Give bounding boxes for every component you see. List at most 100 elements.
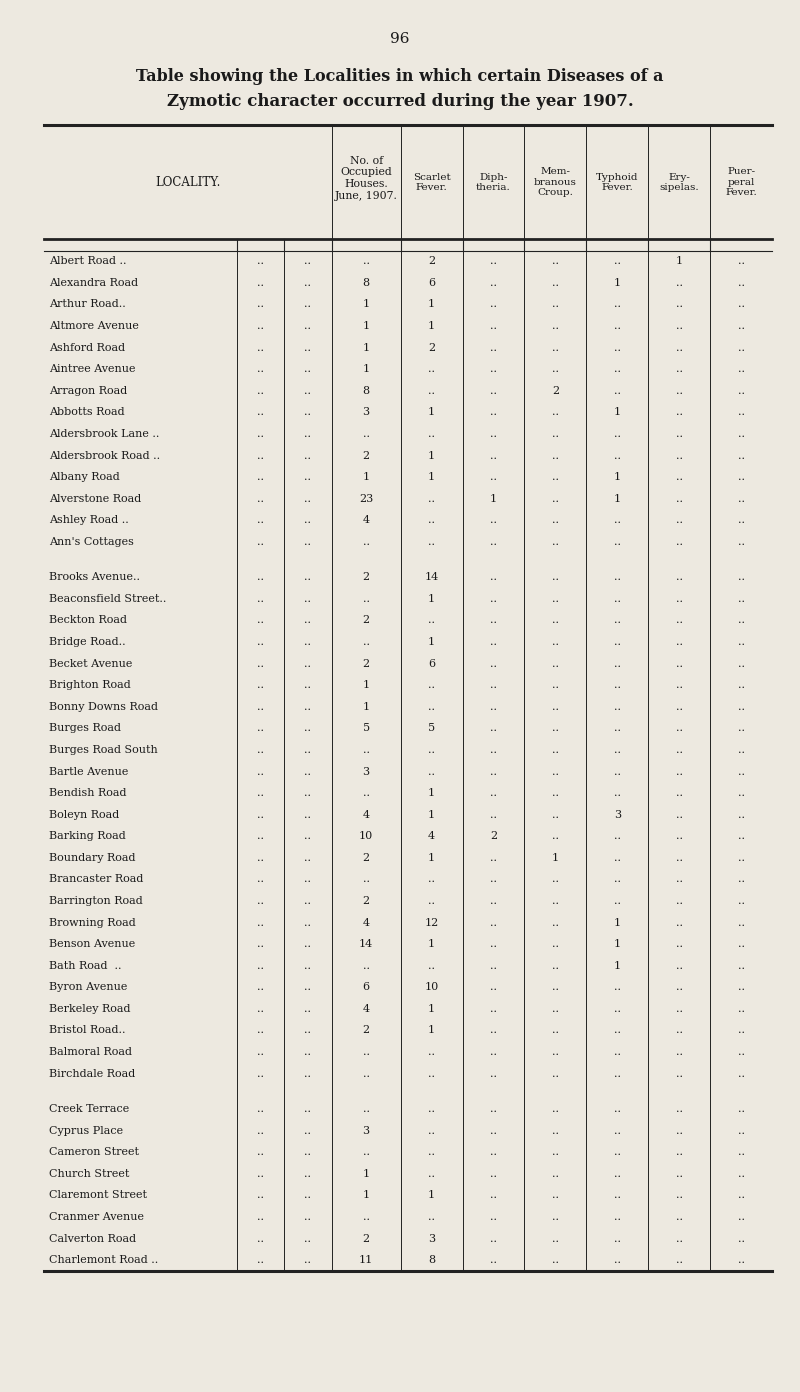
Text: ..: .. — [428, 1169, 435, 1179]
Text: ..: .. — [552, 1026, 559, 1036]
Text: ..: .. — [490, 788, 497, 798]
Text: ..: .. — [257, 810, 264, 820]
Text: ..: .. — [676, 322, 682, 331]
Text: ..: .. — [490, 1004, 497, 1013]
Text: ..: .. — [552, 494, 559, 504]
Text: ..: .. — [490, 767, 497, 777]
Text: ..: .. — [614, 1256, 621, 1265]
Text: ..: .. — [490, 572, 497, 582]
Text: ..: .. — [676, 896, 682, 906]
Text: ..: .. — [257, 638, 264, 647]
Text: ..: .. — [676, 983, 682, 992]
Text: ..: .. — [305, 537, 311, 547]
Text: ..: .. — [614, 745, 621, 754]
Text: ..: .. — [305, 1026, 311, 1036]
Text: ..: .. — [305, 299, 311, 309]
Text: ..: .. — [552, 960, 559, 970]
Text: 2: 2 — [362, 853, 370, 863]
Text: ..: .. — [738, 451, 745, 461]
Text: ..: .. — [552, 702, 559, 711]
Text: ..: .. — [614, 429, 621, 438]
Text: 4: 4 — [362, 1004, 370, 1013]
Text: ..: .. — [362, 1047, 370, 1057]
Text: ..: .. — [428, 494, 435, 504]
Text: ..: .. — [552, 1004, 559, 1013]
Text: ..: .. — [552, 831, 559, 841]
Text: ..: .. — [738, 572, 745, 582]
Text: ..: .. — [490, 322, 497, 331]
Text: ..: .. — [305, 788, 311, 798]
Text: ..: .. — [676, 917, 682, 927]
Text: 1: 1 — [428, 638, 435, 647]
Text: ..: .. — [614, 658, 621, 668]
Text: ..: .. — [676, 386, 682, 395]
Text: ..: .. — [738, 745, 745, 754]
Text: ..: .. — [305, 322, 311, 331]
Text: ..: .. — [490, 1190, 497, 1200]
Text: ..: .. — [490, 278, 497, 288]
Text: ..: .. — [676, 429, 682, 438]
Text: ..: .. — [305, 853, 311, 863]
Text: ..: .. — [676, 1256, 682, 1265]
Text: ..: .. — [614, 451, 621, 461]
Text: ..: .. — [552, 365, 559, 374]
Text: ..: .. — [305, 1233, 311, 1243]
Text: Ann's Cottages: Ann's Cottages — [49, 537, 134, 547]
Text: ..: .. — [305, 960, 311, 970]
Text: 1: 1 — [428, 472, 435, 482]
Text: Bendish Road: Bendish Road — [49, 788, 126, 798]
Text: 1: 1 — [428, 408, 435, 418]
Text: ..: .. — [305, 1047, 311, 1057]
Text: ..: .. — [428, 1104, 435, 1114]
Text: ..: .. — [614, 1147, 621, 1157]
Text: ..: .. — [305, 724, 311, 734]
Text: Birchdale Road: Birchdale Road — [49, 1069, 135, 1079]
Text: ..: .. — [676, 1047, 682, 1057]
Text: ..: .. — [738, 1212, 745, 1222]
Text: ..: .. — [257, 983, 264, 992]
Text: ..: .. — [490, 983, 497, 992]
Text: ..: .. — [305, 874, 311, 884]
Text: ..: .. — [676, 831, 682, 841]
Text: Creek Terrace: Creek Terrace — [49, 1104, 129, 1114]
Text: ..: .. — [552, 299, 559, 309]
Text: ..: .. — [738, 767, 745, 777]
Text: ..: .. — [552, 429, 559, 438]
Text: 8: 8 — [362, 278, 370, 288]
Text: ..: .. — [738, 615, 745, 625]
Text: ..: .. — [614, 874, 621, 884]
Text: ..: .. — [676, 408, 682, 418]
Text: ..: .. — [738, 515, 745, 525]
Text: Claremont Street: Claremont Street — [49, 1190, 147, 1200]
Text: ..: .. — [362, 594, 370, 604]
Text: 8: 8 — [362, 386, 370, 395]
Text: 6: 6 — [428, 278, 435, 288]
Text: ..: .. — [676, 494, 682, 504]
Text: 2: 2 — [362, 1026, 370, 1036]
Text: ..: .. — [362, 638, 370, 647]
Text: Mem-
branous
Croup.: Mem- branous Croup. — [534, 167, 577, 198]
Text: ..: .. — [676, 1212, 682, 1222]
Text: Diph-
theria.: Diph- theria. — [476, 173, 511, 192]
Text: 2: 2 — [428, 342, 435, 352]
Text: ..: .. — [305, 917, 311, 927]
Text: 6: 6 — [428, 658, 435, 668]
Text: ..: .. — [676, 788, 682, 798]
Text: ..: .. — [305, 429, 311, 438]
Text: ..: .. — [738, 1069, 745, 1079]
Text: ..: .. — [305, 810, 311, 820]
Text: ..: .. — [490, 960, 497, 970]
Text: ..: .. — [257, 615, 264, 625]
Text: ..: .. — [257, 515, 264, 525]
Text: 1: 1 — [428, 594, 435, 604]
Text: ..: .. — [305, 940, 311, 949]
Text: ..: .. — [614, 896, 621, 906]
Text: ..: .. — [676, 1190, 682, 1200]
Text: 1: 1 — [428, 451, 435, 461]
Text: ..: .. — [676, 515, 682, 525]
Text: ..: .. — [257, 917, 264, 927]
Text: ..: .. — [552, 515, 559, 525]
Text: ..: .. — [428, 874, 435, 884]
Text: ..: .. — [676, 1126, 682, 1136]
Text: ..: .. — [552, 1126, 559, 1136]
